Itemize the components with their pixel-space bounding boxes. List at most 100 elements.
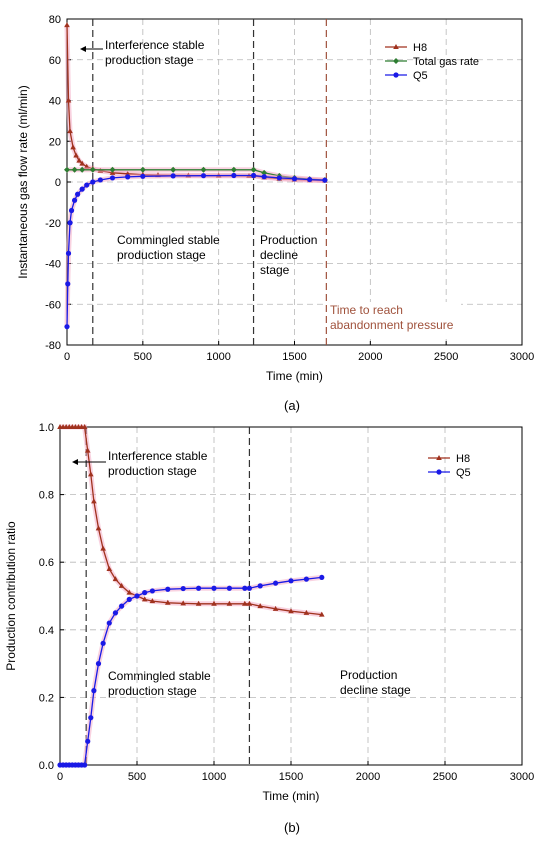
data-point bbox=[170, 173, 176, 179]
data-point bbox=[109, 166, 116, 173]
data-point bbox=[95, 661, 102, 667]
data-point bbox=[272, 605, 279, 611]
x-tick-label: 1500 bbox=[282, 351, 306, 363]
legend-label: Q5 bbox=[413, 70, 428, 82]
y-tick-label: 0.8 bbox=[39, 490, 54, 502]
data-point bbox=[165, 586, 171, 592]
legend-label: H8 bbox=[456, 453, 470, 465]
data-point bbox=[230, 166, 237, 173]
legend-label: Q5 bbox=[456, 467, 471, 479]
data-point bbox=[307, 176, 313, 183]
data-point bbox=[211, 585, 217, 591]
data-point bbox=[261, 174, 267, 180]
data-point bbox=[226, 585, 232, 591]
data-point bbox=[91, 498, 97, 504]
data-point bbox=[71, 166, 78, 173]
data-point bbox=[65, 250, 72, 256]
data-point bbox=[64, 324, 70, 330]
data-point bbox=[64, 22, 70, 28]
x-axis-label: Time (min) bbox=[263, 789, 320, 803]
stage-annotation: decline stage bbox=[340, 683, 411, 697]
data-point bbox=[134, 593, 140, 599]
x-axis-label: Time (min) bbox=[266, 369, 323, 383]
data-point bbox=[84, 182, 90, 188]
stage-annotation: decline bbox=[260, 248, 298, 262]
data-point bbox=[73, 152, 79, 158]
data-point bbox=[70, 144, 76, 150]
y-tick-label: -60 bbox=[45, 299, 61, 311]
data-point bbox=[242, 600, 248, 606]
legend-marker bbox=[393, 44, 399, 49]
data-point bbox=[322, 177, 328, 183]
data-point bbox=[67, 220, 73, 226]
data-point bbox=[76, 157, 82, 163]
data-point bbox=[68, 207, 75, 214]
chart-b: 0 500 1000 1500 2000 2500 3000 0.0 0.2 0.4 0.6 0.8 1… bbox=[4, 422, 534, 803]
legend-label: H8 bbox=[413, 42, 427, 54]
legend-marker bbox=[436, 469, 442, 475]
data-point bbox=[319, 574, 325, 581]
stage-annotation: stage bbox=[260, 263, 290, 277]
chart-a: 0 500 1000 1500 2000 2500 3000 -80 -60 -40 -20 0 20 4… bbox=[16, 14, 534, 383]
data-point bbox=[81, 424, 88, 429]
x-tick-label: 1000 bbox=[202, 771, 226, 783]
stage-annotation: Interference stable bbox=[108, 449, 208, 463]
legend-marker bbox=[393, 72, 399, 78]
data-point bbox=[118, 582, 125, 588]
data-point bbox=[273, 580, 279, 586]
stage-annotation: Commingled stable bbox=[108, 669, 211, 683]
panel-a-label: (a) bbox=[284, 398, 300, 413]
data-point bbox=[303, 576, 309, 582]
data-point bbox=[319, 611, 325, 617]
data-point bbox=[149, 598, 156, 604]
data-point bbox=[82, 762, 88, 768]
data-point bbox=[75, 191, 81, 197]
x-tick-label: 2500 bbox=[434, 351, 458, 363]
data-point bbox=[119, 603, 125, 609]
x-tick-label: 2000 bbox=[356, 771, 380, 783]
x-tick-label: 500 bbox=[134, 351, 152, 363]
y-tick-label: -80 bbox=[45, 340, 61, 352]
x-tick-label: 1000 bbox=[206, 351, 230, 363]
y-tick-label: 0.6 bbox=[39, 557, 54, 569]
data-point bbox=[112, 610, 119, 616]
stage-annotation: abandonment pressure bbox=[330, 318, 454, 332]
data-point bbox=[79, 186, 85, 192]
data-point bbox=[288, 578, 294, 584]
data-point bbox=[79, 160, 85, 166]
y-tick-label: 20 bbox=[49, 136, 61, 148]
stage-annotation: Production bbox=[260, 233, 317, 247]
data-point bbox=[246, 585, 253, 591]
x-tick-label: 0 bbox=[57, 771, 63, 783]
data-point bbox=[65, 97, 72, 103]
data-point bbox=[250, 172, 257, 179]
x-tick-label: 500 bbox=[128, 771, 146, 783]
data-point bbox=[90, 179, 96, 185]
data-point bbox=[180, 585, 186, 592]
data-point bbox=[71, 197, 78, 203]
annotation-arrowhead bbox=[80, 46, 86, 52]
stage-annotation: production stage bbox=[117, 248, 206, 262]
data-point bbox=[100, 640, 106, 646]
x-tick-label: 0 bbox=[64, 351, 70, 363]
data-point bbox=[200, 166, 207, 173]
data-point bbox=[257, 603, 263, 609]
data-point bbox=[276, 175, 282, 181]
data-point bbox=[65, 281, 71, 287]
x-tick-label: 1500 bbox=[279, 771, 303, 783]
stage-annotation: Interference stable bbox=[105, 38, 205, 52]
annotation-background bbox=[327, 302, 461, 336]
x-tick-label: 2500 bbox=[433, 771, 457, 783]
data-point bbox=[170, 166, 177, 173]
data-point bbox=[97, 177, 103, 183]
data-point bbox=[291, 176, 298, 182]
data-point bbox=[231, 172, 237, 179]
stage-annotation: production stage bbox=[108, 464, 197, 478]
data-point bbox=[89, 166, 96, 173]
data-point bbox=[67, 128, 73, 134]
data-point bbox=[126, 596, 132, 602]
data-point bbox=[226, 600, 233, 606]
stage-annotation: Time to reach bbox=[330, 303, 403, 317]
legend-marker bbox=[393, 58, 399, 64]
